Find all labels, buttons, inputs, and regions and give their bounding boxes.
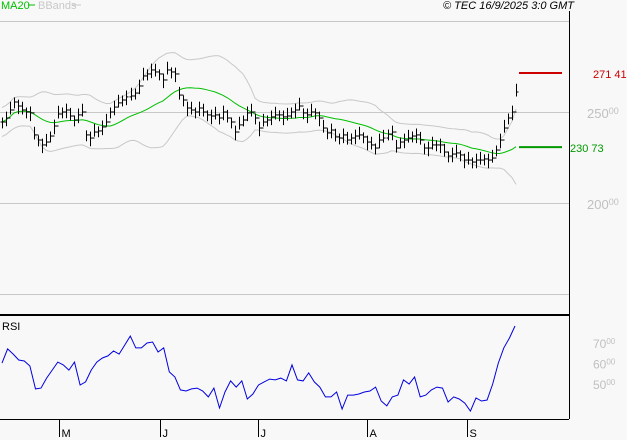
- ma20-line: [1, 87, 517, 154]
- resistance-label-decimals: 41: [614, 69, 626, 81]
- rsi-tick-decimals: 00: [606, 358, 615, 367]
- price-tick-label: 20000: [587, 197, 619, 212]
- rsi-tick-decimals: 00: [606, 378, 615, 387]
- month-label: A: [370, 428, 378, 440]
- month-label: J: [163, 428, 169, 440]
- price-tick-label: 25000: [587, 106, 619, 121]
- month-label: S: [470, 428, 477, 440]
- price-tick-decimals: 00: [609, 106, 619, 116]
- rsi-tick-label: 7000: [593, 337, 616, 351]
- support-label: 230 73: [570, 143, 604, 155]
- support-label-decimals: 73: [591, 143, 603, 155]
- month-label: M: [62, 428, 71, 440]
- rsi-tick-label: 6000: [593, 358, 616, 372]
- resistance-label: 271 41: [593, 69, 627, 81]
- copyright: © TEC 16/9/2025 3:0 GMT: [443, 0, 575, 12]
- price-tick-decimals: 00: [609, 197, 619, 207]
- bollinger-upper: [1, 52, 517, 140]
- rsi-tick-decimals: 00: [606, 337, 615, 346]
- month-label: J: [261, 428, 267, 440]
- legend-bbands: BBands: [38, 0, 77, 12]
- legend-ma20: MA20: [1, 0, 30, 12]
- rsi-title: RSI: [2, 321, 20, 333]
- rsi-tick-label: 5000: [593, 378, 616, 392]
- rsi-line: [1, 325, 516, 413]
